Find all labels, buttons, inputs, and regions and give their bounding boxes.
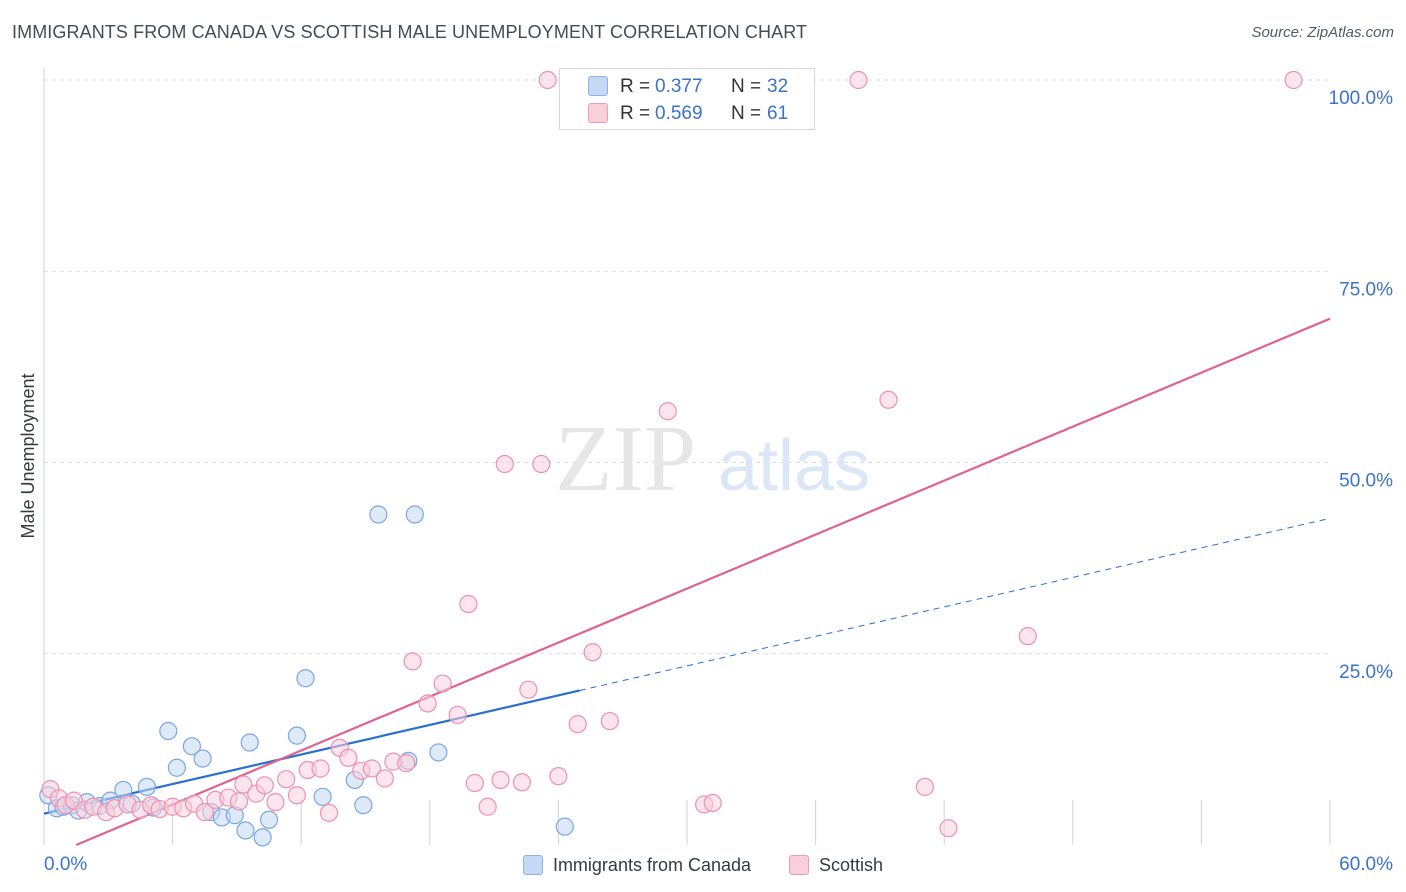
canada-point [354, 796, 373, 815]
canada-point [555, 817, 574, 836]
scottish-point [255, 776, 274, 795]
scottish-point [658, 402, 677, 421]
canada-point [313, 787, 332, 806]
canada-point [296, 669, 315, 688]
trend-lines [43, 317, 1331, 847]
scottish-point [879, 390, 898, 409]
legend-swatch-canada [588, 76, 608, 96]
canada-point [259, 810, 279, 829]
watermark-atlas: atlas [718, 426, 870, 506]
legend-r-label: R = [620, 75, 651, 97]
canada-point [182, 737, 201, 756]
scottish-point [519, 680, 538, 699]
canada-point [429, 743, 448, 762]
chart-title: IMMIGRANTS FROM CANADA VS SCOTTISH MALE … [12, 22, 808, 42]
legend-n-label: N = [731, 75, 762, 97]
legend-n-label: N = [731, 102, 762, 124]
source-label: Source: ZipAtlas.com [1251, 24, 1394, 41]
canada-point [167, 758, 186, 777]
series-immigrants-from-canada [39, 505, 574, 847]
scottish-point [266, 793, 285, 812]
scottish-point [339, 748, 358, 767]
grid-lines [44, 79, 1330, 655]
bottom-legend-label-canada: Immigrants from Canada [552, 854, 752, 875]
scottish-point [195, 803, 214, 822]
canada-point [159, 721, 178, 741]
scottish-point [1284, 70, 1303, 90]
scottish-point [234, 775, 253, 794]
watermark: ZIP atlas [555, 407, 870, 511]
x-tick-label-max: 60.0% [1339, 854, 1393, 875]
y-axis-label: Male Unemployment [18, 373, 38, 538]
scottish-point [915, 777, 935, 796]
legend-row-scottish: R = 0.569 N = 61 [560, 100, 816, 127]
canada-point [240, 733, 259, 752]
y-tick-label: 25.0% [1339, 662, 1393, 683]
x-tick-label-min: 0.0% [44, 854, 87, 875]
scottish-point [319, 803, 339, 822]
scottish-point [465, 773, 484, 793]
bottom-legend-canada: Immigrants from Canada [522, 854, 752, 876]
trend-line-scottish [75, 317, 1331, 847]
scottish-point [478, 797, 497, 816]
scottish-point [549, 767, 568, 786]
scottish-point [229, 792, 249, 811]
scottish-point [600, 711, 619, 731]
y-tick-label: 50.0% [1339, 471, 1393, 492]
bottom-legend-swatch-canada [522, 855, 543, 875]
canada-point [405, 505, 424, 524]
canada-point [236, 821, 255, 840]
scottish-point [448, 705, 467, 725]
scottish-point [568, 715, 587, 734]
scottish-point [583, 643, 602, 662]
scottish-point [538, 70, 557, 90]
scottish-point [403, 652, 422, 671]
scottish-point [311, 759, 330, 778]
scottish-point [433, 674, 452, 693]
legend-r-value: 0.569 [655, 102, 703, 124]
scottish-point [277, 770, 296, 789]
legend-row-canada: R = 0.377 N = 32 [560, 73, 816, 100]
series-scottish [41, 70, 1303, 838]
legend-swatch-scottish [588, 103, 608, 123]
legend-r-label: R = [620, 102, 651, 124]
correlation-legend: R = 0.377 N = 32 R = 0.569 N = 61 [559, 68, 815, 130]
canada-point [287, 726, 307, 745]
scottish-point [418, 694, 437, 713]
scottish-point [362, 759, 382, 778]
scottish-point [532, 454, 551, 474]
scottish-point [287, 786, 307, 805]
bottom-legend-swatch-scottish [789, 855, 810, 875]
y-tick-label: 75.0% [1339, 279, 1393, 300]
scottish-point [1018, 627, 1037, 646]
scottish-point [849, 70, 868, 90]
scottish-point [491, 770, 510, 790]
scottish-point [703, 793, 722, 813]
y-tick-label: 100.0% [1329, 88, 1394, 109]
canada-point [253, 828, 272, 847]
legend-n-value: 61 [767, 102, 789, 124]
bottom-legend-scottish: Scottish [789, 855, 883, 876]
scottish-point [397, 754, 416, 773]
canada-point [137, 777, 156, 796]
scottish-point [512, 773, 532, 792]
bottom-legend-label-scottish: Scottish [819, 854, 884, 875]
legend-n-value: 32 [767, 75, 789, 97]
watermark-zip: ZIP [555, 407, 696, 511]
trend-line-canada-dashed [579, 517, 1331, 691]
scottish-point [375, 769, 394, 788]
canada-point [369, 505, 388, 524]
trend-line-canada-solid [43, 689, 581, 815]
canada-point [193, 749, 212, 768]
bottom-legend: Immigrants from Canada Scottish [0, 850, 1406, 880]
scottish-point [939, 819, 958, 838]
axis-labels: 25.0% 50.0% 75.0% 100.0% 0.0% 60.0% Male Unemp… [18, 88, 1393, 875]
scottish-point [459, 594, 478, 614]
scottish-point [495, 454, 514, 474]
legend-r-value: 0.377 [655, 75, 703, 97]
